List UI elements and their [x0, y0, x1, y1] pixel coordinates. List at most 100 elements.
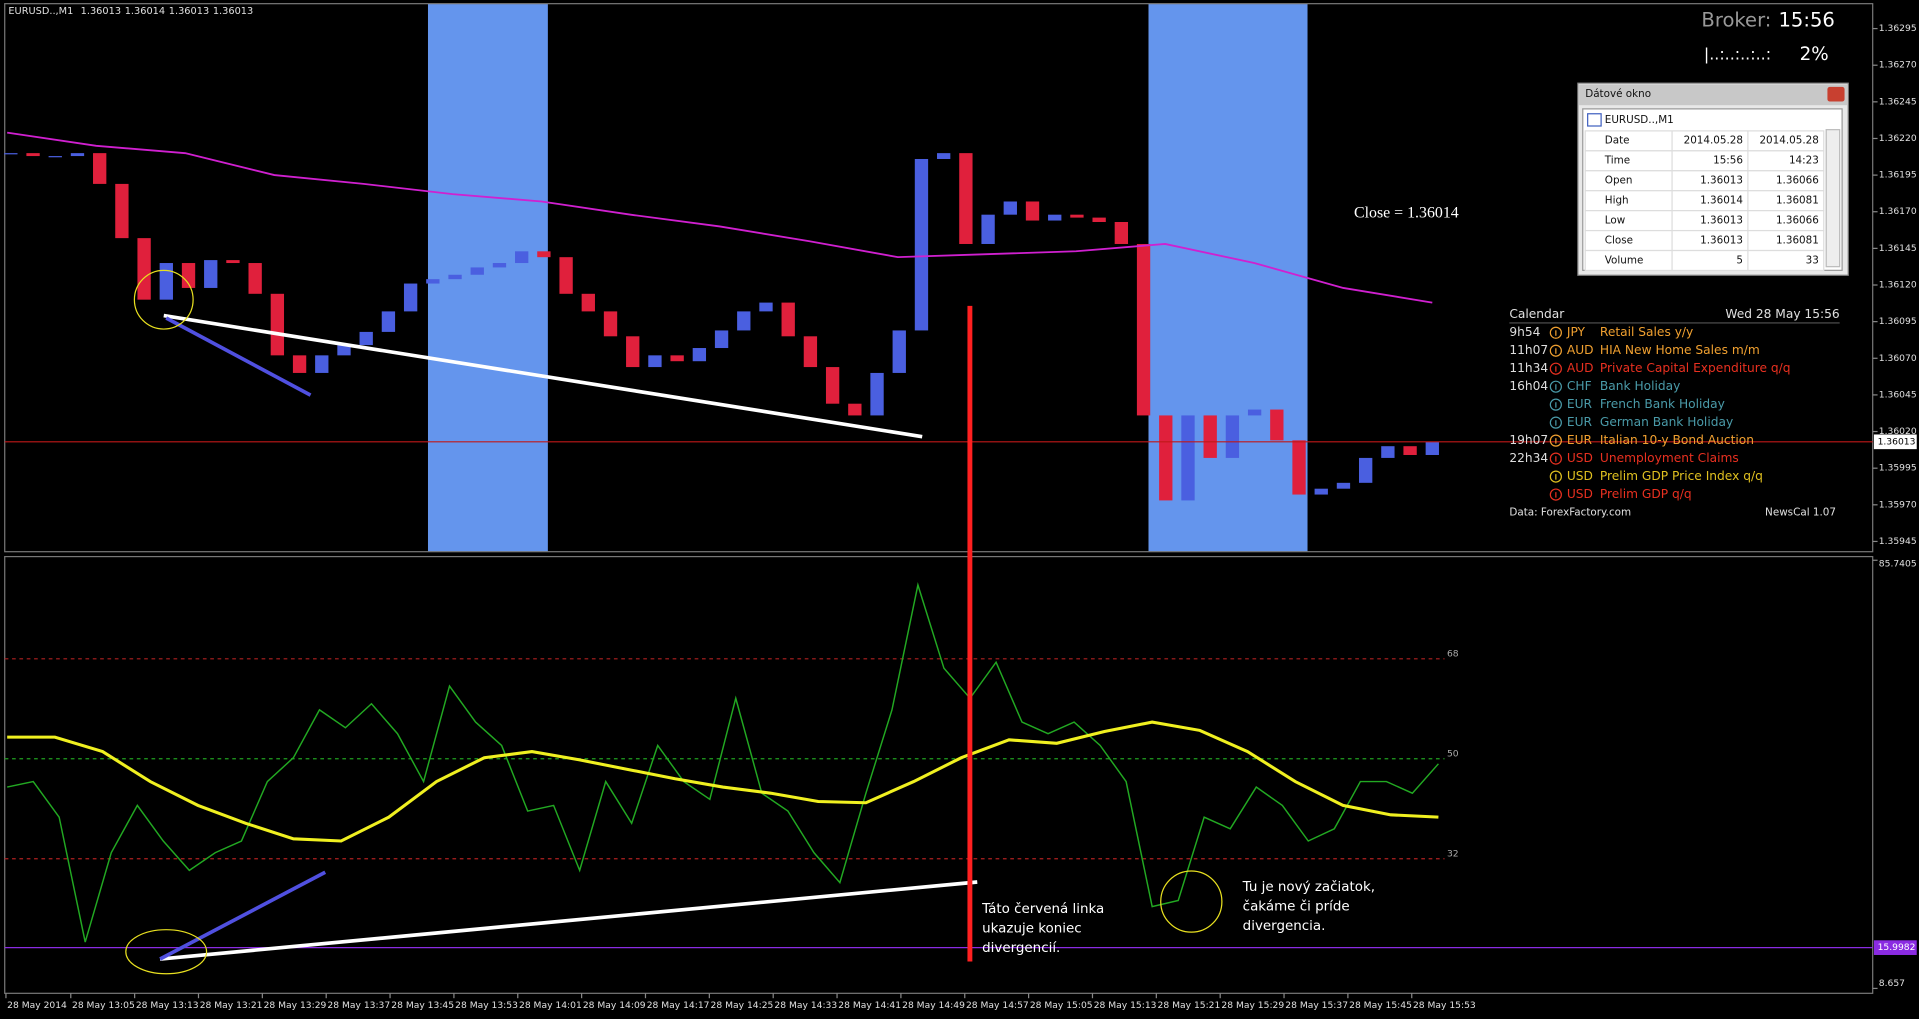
candle [1336, 482, 1351, 489]
y-tick-label: 1.36095 [1879, 316, 1917, 327]
row-label: Low [1605, 214, 1626, 226]
row-value: 1.36081 [1776, 234, 1819, 246]
candle [537, 251, 551, 258]
event-name: Private Capital Expenditure q/q [1600, 361, 1791, 375]
event-name: Italian 10-y Bond Auction [1600, 433, 1754, 447]
broker-label: Broker: [1701, 8, 1771, 31]
close-button[interactable] [1827, 86, 1845, 102]
impact-icon [1549, 362, 1562, 375]
candle [803, 336, 818, 368]
row-value: 1.36013 [1700, 214, 1743, 226]
impact-icon [1549, 344, 1562, 357]
event-currency: EUR [1567, 397, 1593, 411]
candle [825, 367, 840, 404]
y-tick-label: 1.35945 [1879, 536, 1917, 547]
candle [403, 283, 418, 312]
session-band [427, 3, 548, 552]
candle [426, 279, 440, 284]
impact-icon [1549, 326, 1562, 339]
candle [381, 311, 396, 332]
level-label: 32 [1447, 848, 1459, 859]
level-label: 68 [1447, 648, 1459, 659]
divergence-line [159, 870, 327, 961]
calendar-date: Wed 28 May 15:56 [1725, 307, 1839, 321]
x-tick-label: 28 May 13:21 [200, 1000, 263, 1011]
candle [292, 355, 307, 373]
event-name: Prelim GDP q/q [1600, 487, 1692, 501]
candle [1292, 440, 1306, 495]
event-name: HIA New Home Sales m/m [1600, 343, 1760, 357]
row-value: 2014.05.28 [1759, 135, 1818, 147]
y-tick-label: 1.36120 [1879, 280, 1917, 291]
candle [93, 153, 107, 184]
event-name: Unemployment Claims [1600, 451, 1739, 465]
event-time: 11h07 [1509, 343, 1548, 357]
indicator-line [7, 720, 1439, 843]
impact-icon [1549, 452, 1562, 465]
x-tick-label: 28 May 15:21 [1158, 1000, 1221, 1011]
indicator-line [7, 582, 1439, 943]
hline-label: 15.9982 [1878, 942, 1916, 953]
symbol-icon [1587, 113, 1602, 127]
x-tick-label: 28 May 13:05 [72, 1000, 135, 1011]
candle [337, 345, 351, 356]
impact-icon [1549, 434, 1562, 447]
x-tick-label: 28 May 13:13 [136, 1000, 199, 1011]
event-currency: AUD [1567, 361, 1594, 375]
y-tick-label: 1.36045 [1879, 389, 1917, 400]
candle [714, 330, 729, 349]
y-tick-label: 1.36070 [1879, 353, 1917, 364]
candle [1270, 409, 1284, 441]
y-tick-label: 1.35970 [1879, 499, 1917, 510]
calendar-version: NewsCal 1.07 [1765, 507, 1836, 519]
x-tick-label: 28 May 15:45 [1349, 1000, 1412, 1011]
window-title: Dátové okno [1585, 88, 1651, 100]
candle [248, 263, 262, 294]
candle [781, 302, 795, 337]
candle [848, 403, 862, 416]
annotation: čakáme či príde [1243, 898, 1350, 914]
candle [315, 355, 329, 373]
x-tick-label: 28 May 14:01 [519, 1000, 582, 1011]
row-label: Volume [1605, 254, 1644, 266]
event-time: 22h34 [1509, 451, 1548, 465]
candle [759, 302, 773, 312]
scrollbar[interactable] [1825, 129, 1841, 268]
progress: |..:..:..:..: [1704, 45, 1771, 64]
event-currency: EUR [1567, 415, 1593, 429]
candle [1159, 415, 1173, 501]
candle [1070, 214, 1084, 218]
y-tick-label: 1.35995 [1879, 463, 1917, 474]
candle [1092, 217, 1106, 223]
event-currency: EUR [1567, 433, 1593, 447]
candle [737, 311, 751, 331]
candle [204, 260, 218, 288]
event-currency: USD [1567, 451, 1593, 465]
impact-icon [1549, 470, 1562, 483]
y-tick-label: 1.36295 [1879, 23, 1917, 34]
highlight-circle [1160, 870, 1223, 933]
candle [981, 214, 995, 244]
candle [692, 348, 707, 362]
row-value: 1.36013 [1700, 175, 1743, 187]
highlight-circle [125, 929, 208, 975]
candle [226, 260, 240, 264]
broker-time: 15:56 [1778, 8, 1834, 31]
impact-icon [1549, 380, 1562, 393]
row-label: Time [1604, 155, 1630, 167]
candle [870, 372, 884, 416]
candle [648, 355, 662, 368]
candle [492, 263, 507, 268]
annotation: Táto červená linka [981, 901, 1104, 917]
x-tick-label: 28 May 14:33 [774, 1000, 837, 1011]
candle [914, 158, 929, 331]
row-value: 2014.05.28 [1684, 135, 1743, 147]
row-value: 5 [1736, 254, 1743, 266]
x-tick-label: 28 May 14:17 [647, 1000, 710, 1011]
window-titlebar [1579, 84, 1847, 106]
event-time: 11h34 [1509, 361, 1548, 375]
y-tick-label: 85.7405 [1879, 558, 1917, 569]
candle [626, 336, 640, 368]
symbol-header: EURUSD..,M1 1.36013 1.36014 1.36013 1.36013 [8, 6, 253, 17]
